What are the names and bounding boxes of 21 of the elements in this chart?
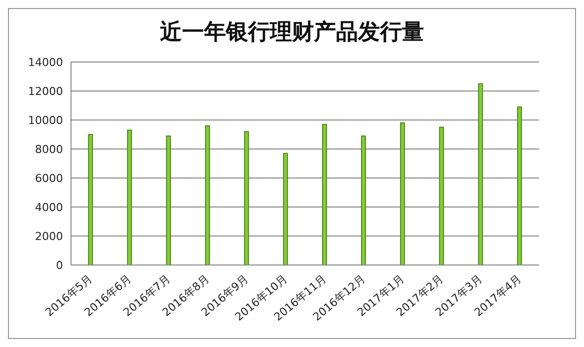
y-tick-label: 0	[56, 258, 63, 272]
y-tick-label: 10000	[28, 114, 63, 127]
bar	[127, 130, 132, 265]
bar	[88, 134, 93, 265]
bar	[244, 131, 249, 265]
bar	[322, 124, 327, 265]
chart-title: 近一年银行理财产品发行量	[159, 19, 425, 47]
y-tick-label: 4000	[35, 200, 63, 214]
y-tick-label: 12000	[28, 84, 63, 98]
y-tick-label: 8000	[35, 142, 63, 156]
bar	[361, 135, 366, 265]
bar	[478, 83, 483, 265]
bar	[166, 135, 171, 265]
bar	[205, 125, 210, 265]
bar	[283, 152, 288, 265]
y-tick-label: 14000	[28, 56, 63, 69]
bar	[517, 106, 522, 265]
bar	[439, 126, 444, 265]
bar	[400, 122, 405, 265]
y-tick-label: 6000	[35, 172, 63, 185]
y-tick-label: 2000	[35, 230, 63, 243]
